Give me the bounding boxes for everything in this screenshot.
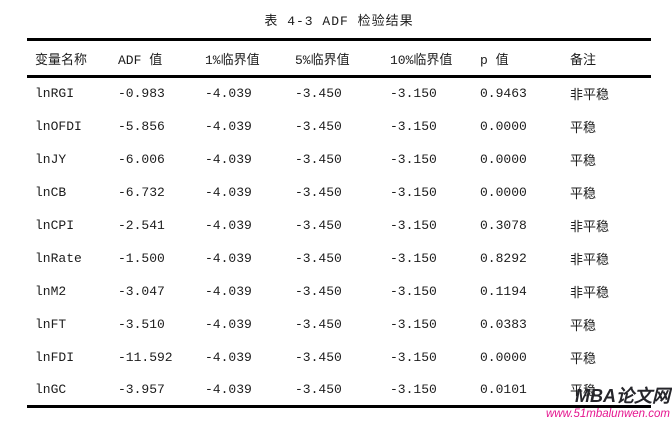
- table-cell: -3.150: [390, 217, 437, 233]
- table-cell: -5.856: [118, 118, 165, 134]
- watermark-site-name: MBA论文网: [575, 386, 670, 406]
- table-cell: 非平稳: [570, 219, 610, 235]
- table-cell: -4.039: [205, 217, 252, 233]
- table-row: lnCB -6.732 -4.039 -3.450 -3.150 0.0000 平稳: [27, 176, 651, 209]
- table-cell: -4.039: [205, 283, 252, 299]
- table-cell: -4.039: [205, 316, 252, 332]
- table-cell: -4.039: [205, 250, 252, 266]
- table-cell: -3.150: [390, 381, 437, 397]
- table-row: lnFDI -11.592 -4.039 -3.450 -3.150 0.0000 平稳: [27, 341, 651, 374]
- table-header: 变量名称 ADF 值 1%临界值 5%临界值 10%临界值 p 值 备注: [27, 40, 651, 77]
- column-header: 5%临界值: [295, 52, 350, 68]
- header-row: 变量名称 ADF 值 1%临界值 5%临界值 10%临界值 p 值 备注: [27, 40, 651, 77]
- table-cell: -3.450: [295, 151, 342, 167]
- table-cell: -3.450: [295, 86, 342, 102]
- table-cell: -3.450: [295, 349, 342, 365]
- table-cell: lnJY: [35, 151, 67, 167]
- table-row: lnCPI -2.541 -4.039 -3.450 -3.150 0.3078 非平稳: [27, 209, 651, 242]
- table-cell: -1.500: [118, 250, 165, 266]
- table-cell: -4.039: [205, 184, 252, 200]
- table-cell: -4.039: [205, 86, 252, 102]
- table-cell: -3.450: [295, 283, 342, 299]
- table-cell: 非平稳: [570, 252, 610, 268]
- table-cell: -3.450: [295, 118, 342, 134]
- table-cell: 平稳: [570, 351, 597, 367]
- watermark-site-url: www.51mbalunwen.com: [545, 408, 670, 420]
- table-cell: 0.1194: [480, 283, 527, 299]
- table-cell: -4.039: [205, 118, 252, 134]
- table-cell: lnGC: [35, 381, 67, 397]
- table-cell: -3.150: [390, 118, 437, 134]
- table-cell: -3.047: [118, 283, 165, 299]
- table-cell: 平稳: [570, 120, 597, 136]
- table-row: lnFT -3.510 -4.039 -3.450 -3.150 0.0383 平稳: [27, 308, 651, 341]
- table-cell: 0.0000: [480, 151, 527, 167]
- table-cell: -4.039: [205, 151, 252, 167]
- table-cell: -3.450: [295, 316, 342, 332]
- table-cell: -11.592: [118, 349, 173, 365]
- table-cell: 0.0000: [480, 349, 527, 365]
- table-cell: 0.0000: [480, 118, 527, 134]
- adf-table: 变量名称 ADF 值 1%临界值 5%临界值 10%临界值 p 值 备注 lnRGI -0.9…: [27, 38, 651, 408]
- table-cell: -4.039: [205, 381, 252, 397]
- table-row: lnRate -1.500 -4.039 -3.450 -3.150 0.8292 非平稳: [27, 242, 651, 275]
- table-cell: 0.8292: [480, 250, 527, 266]
- table-cell: -6.732: [118, 184, 165, 200]
- table-cell: -3.957: [118, 381, 165, 397]
- table-cell: -3.510: [118, 316, 165, 332]
- column-header: ADF 值: [118, 52, 163, 68]
- column-header: p 值: [480, 52, 509, 68]
- table-row: lnJY -6.006 -4.039 -3.450 -3.150 0.0000 平稳: [27, 143, 651, 176]
- table-cell: 平稳: [570, 318, 597, 334]
- table-cell: -4.039: [205, 349, 252, 365]
- table-cell: 0.0101: [480, 381, 527, 397]
- table-cell: -3.450: [295, 250, 342, 266]
- table-cell: -3.150: [390, 283, 437, 299]
- column-header: 10%临界值: [390, 52, 453, 68]
- table-cell: -3.150: [390, 86, 437, 102]
- table-caption: 表 4-3 ADF 检验结果: [264, 14, 414, 29]
- table-cell: 非平稳: [570, 88, 610, 104]
- table-cell: -3.150: [390, 250, 437, 266]
- table-cell: 平稳: [570, 186, 597, 202]
- table-cell: lnFDI: [35, 349, 75, 365]
- table-cell: 平稳: [570, 383, 597, 399]
- table-cell: -3.150: [390, 151, 437, 167]
- table-row: lnOFDI -5.856 -4.039 -3.450 -3.150 0.0000 平稳: [27, 110, 651, 143]
- table-cell: -6.006: [118, 151, 165, 167]
- table-cell: 0.0000: [480, 184, 527, 200]
- table-cell: lnFT: [35, 316, 67, 332]
- table-cell: -3.150: [390, 349, 437, 365]
- table-cell: lnCB: [35, 184, 67, 200]
- table-cell: -2.541: [118, 217, 165, 233]
- table-cell: lnRGI: [35, 86, 75, 102]
- table-row: lnRGI -0.983 -4.039 -3.450 -3.150 0.9463 非平稳: [27, 77, 651, 110]
- table-cell: 平稳: [570, 153, 597, 169]
- table-row: lnGC -3.957 -4.039 -3.450 -3.150 0.0101 平稳: [27, 374, 651, 407]
- table-cell: lnM2: [35, 283, 67, 299]
- column-header: 1%临界值: [205, 52, 260, 68]
- table-cell: -3.450: [295, 381, 342, 397]
- table-cell: -3.150: [390, 316, 437, 332]
- table-cell: 0.3078: [480, 217, 527, 233]
- table-body: lnRGI -0.983 -4.039 -3.450 -3.150 0.9463 非平稳 ln…: [27, 77, 651, 407]
- table-cell: 0.0383: [480, 316, 527, 332]
- table-cell: -0.983: [118, 86, 165, 102]
- table-cell: lnOFDI: [35, 118, 82, 134]
- table-cell: -3.150: [390, 184, 437, 200]
- column-header: 变量名称: [35, 52, 88, 68]
- column-header: 备注: [570, 52, 597, 68]
- table-cell: lnCPI: [35, 217, 75, 233]
- table-cell: 0.9463: [480, 86, 527, 102]
- table-cell: lnRate: [35, 250, 82, 266]
- table-cell: -3.450: [295, 217, 342, 233]
- table-row: lnM2 -3.047 -4.039 -3.450 -3.150 0.1194 非平稳: [27, 275, 651, 308]
- table-cell: -3.450: [295, 184, 342, 200]
- table-cell: 非平稳: [570, 285, 610, 301]
